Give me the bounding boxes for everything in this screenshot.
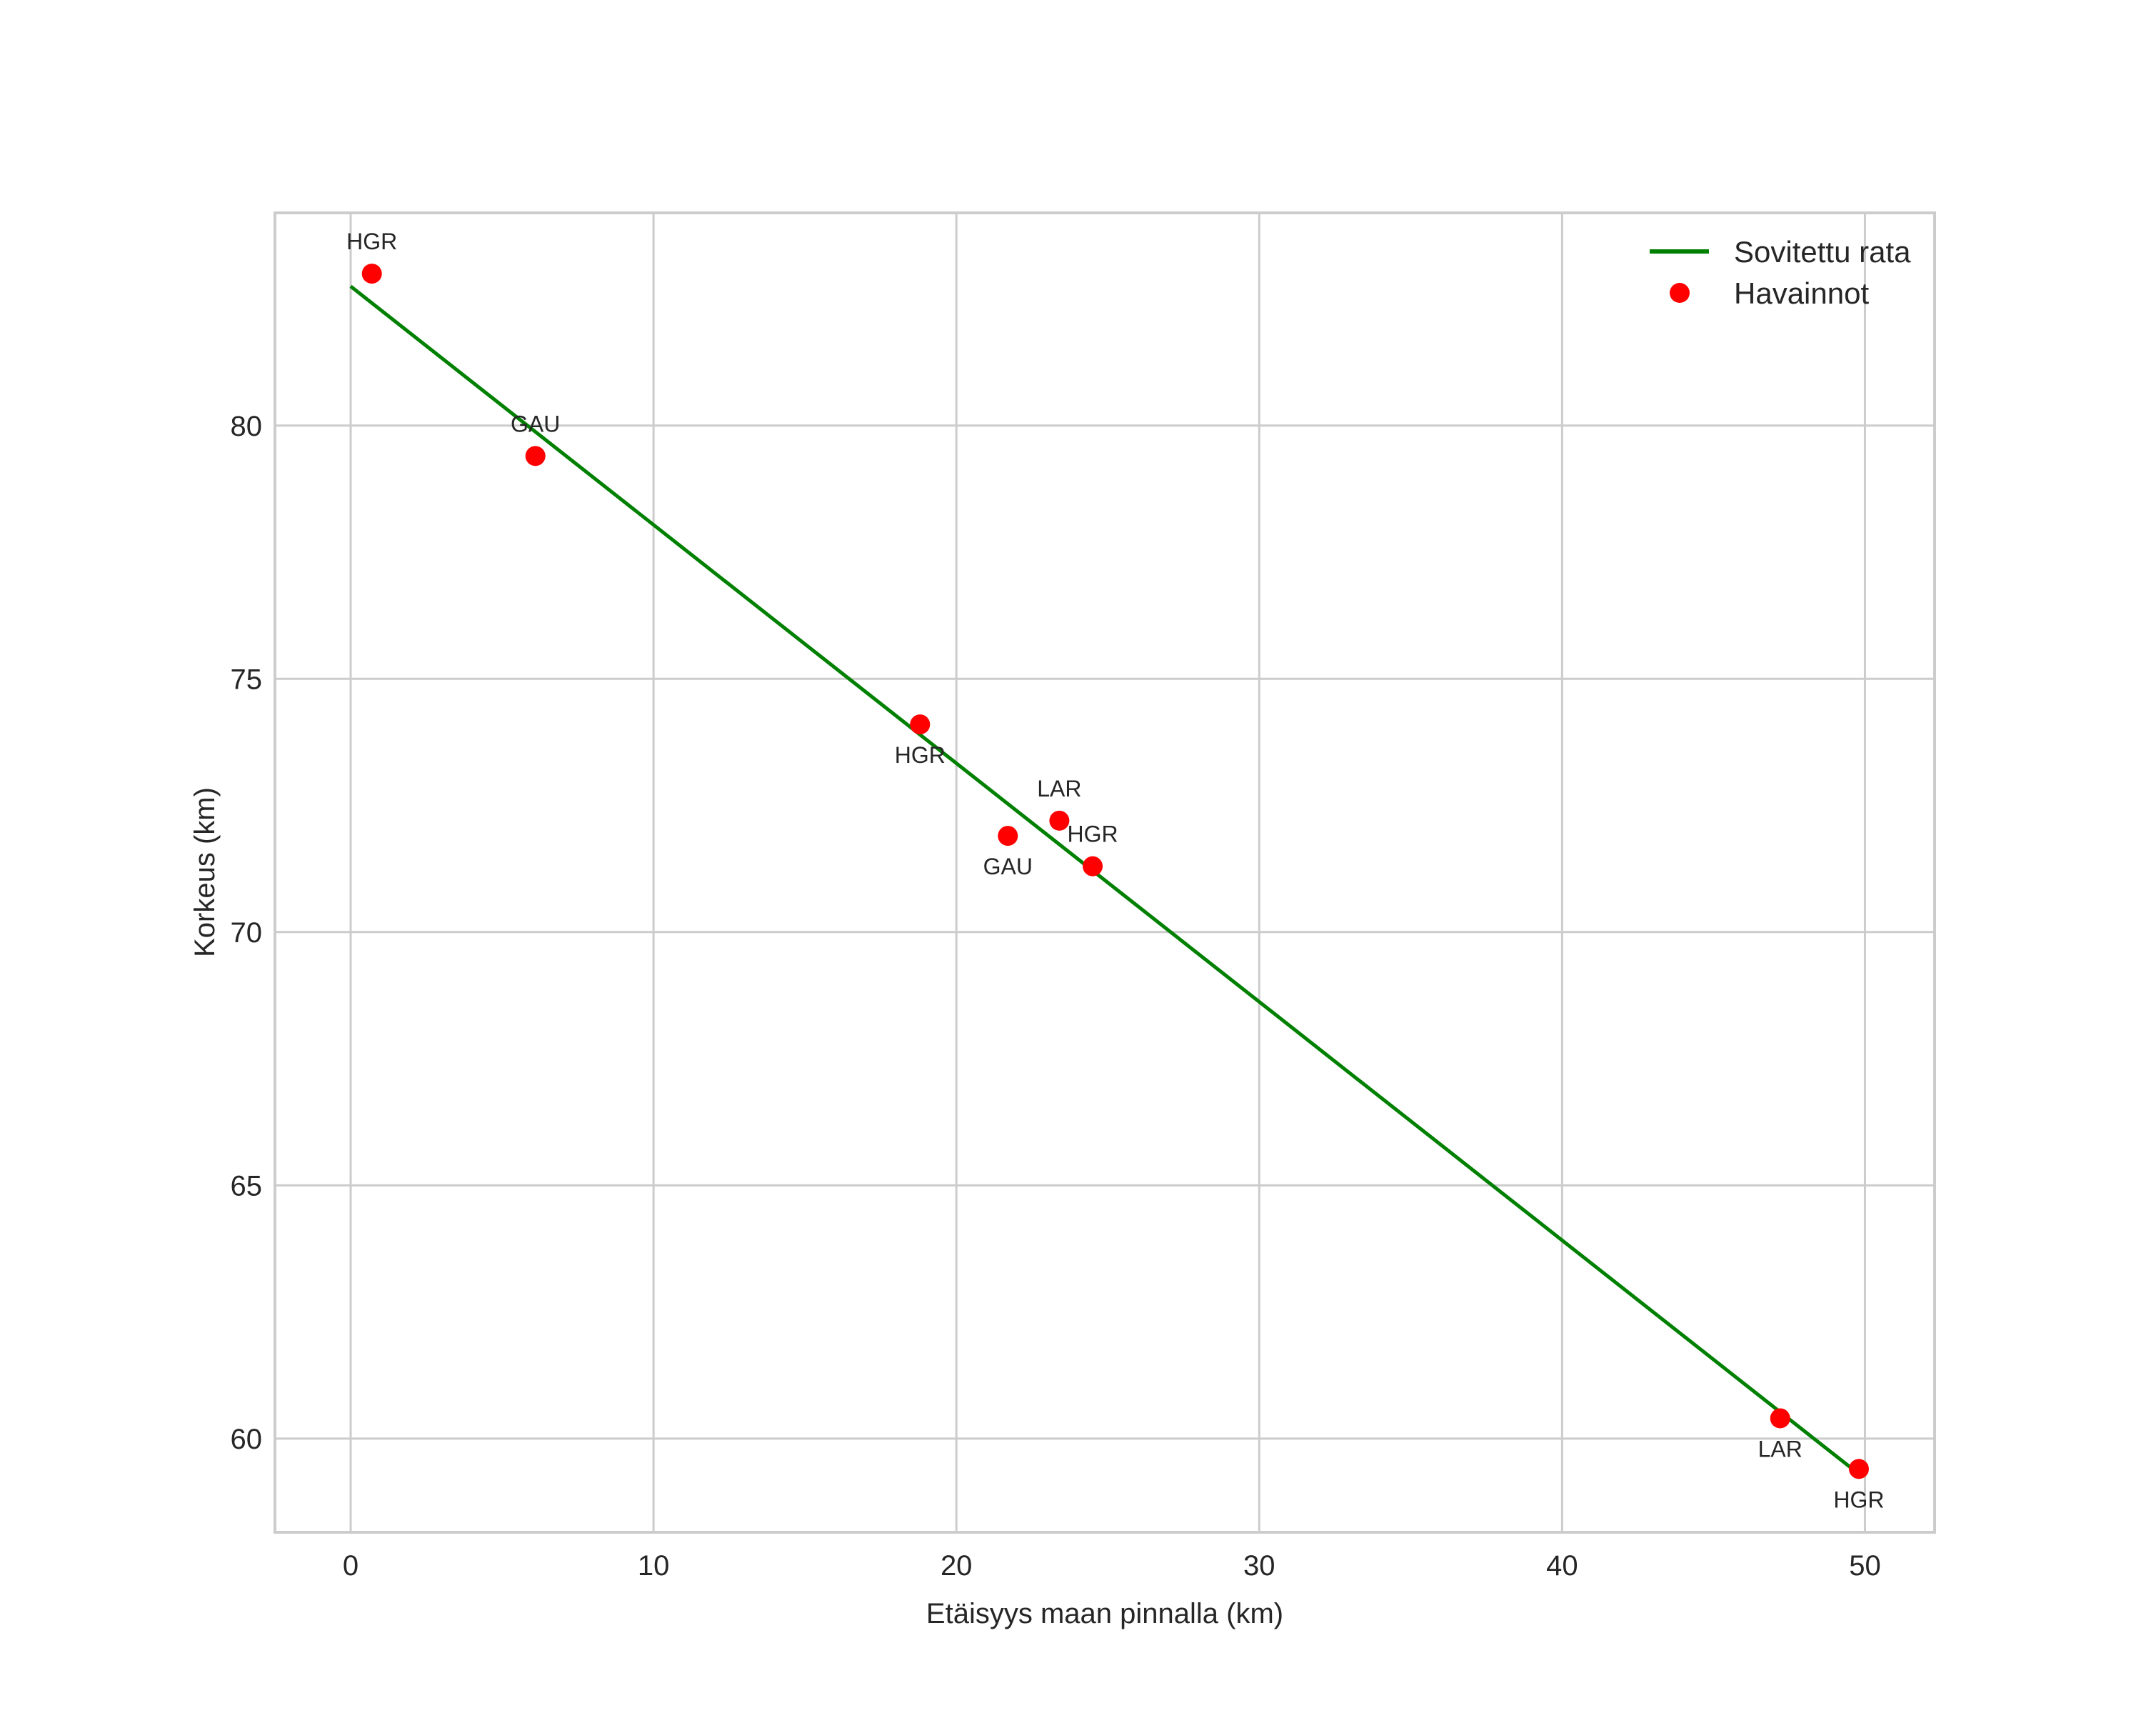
observation-point	[998, 826, 1018, 846]
x-tick-label: 10	[638, 1550, 670, 1582]
y-tick-label: 80	[231, 411, 263, 442]
legend-label-fit: Sovitettu rata	[1734, 235, 1911, 269]
y-gridlines	[275, 424, 1935, 1440]
x-axis-label: Etäisyys maan pinnalla (km)	[926, 1598, 1283, 1629]
station-label: HGR	[895, 742, 946, 768]
legend: Sovitettu rata Havainnot	[1650, 235, 1911, 310]
y-tick-label: 65	[231, 1170, 263, 1202]
station-labels: HGR GAU HGR GAU LAR HGR LAR HGR	[346, 229, 1884, 1512]
station-label: HGR	[1067, 821, 1118, 847]
station-label: GAU	[511, 411, 560, 436]
y-axis-label: Korkeus (km)	[189, 787, 221, 957]
observation-point	[1848, 1459, 1869, 1479]
legend-label-observations: Havainnot	[1734, 276, 1869, 310]
x-tick-label: 30	[1243, 1550, 1275, 1582]
x-tick-labels: 0 10 20 30 40 50	[343, 1550, 1881, 1582]
fitted-trajectory-line	[349, 284, 1860, 1476]
observation-points	[361, 264, 1869, 1479]
x-tick-label: 20	[941, 1550, 973, 1582]
observation-point	[1083, 856, 1103, 877]
station-label: GAU	[983, 854, 1033, 879]
x-tick-label: 40	[1546, 1550, 1578, 1582]
station-label: HGR	[1833, 1487, 1884, 1512]
observation-point	[525, 446, 546, 466]
plot-frame	[274, 211, 1936, 1534]
observation-point	[361, 264, 382, 284]
legend-dot-icon	[1670, 283, 1690, 303]
station-label: HGR	[346, 229, 397, 254]
x-tick-label: 0	[343, 1550, 359, 1582]
fit-line	[349, 284, 1860, 1476]
station-label: LAR	[1037, 776, 1081, 801]
observation-point	[1049, 810, 1070, 831]
observation-point	[1770, 1408, 1790, 1429]
y-tick-label: 75	[231, 664, 263, 695]
y-tick-label: 70	[231, 917, 263, 949]
y-tick-label: 60	[231, 1424, 263, 1455]
y-tick-labels: 60 65 70 75 80	[231, 411, 263, 1455]
x-gridlines	[349, 213, 1866, 1532]
x-tick-label: 50	[1849, 1550, 1881, 1582]
station-label: LAR	[1758, 1436, 1802, 1462]
observation-point	[910, 714, 931, 735]
